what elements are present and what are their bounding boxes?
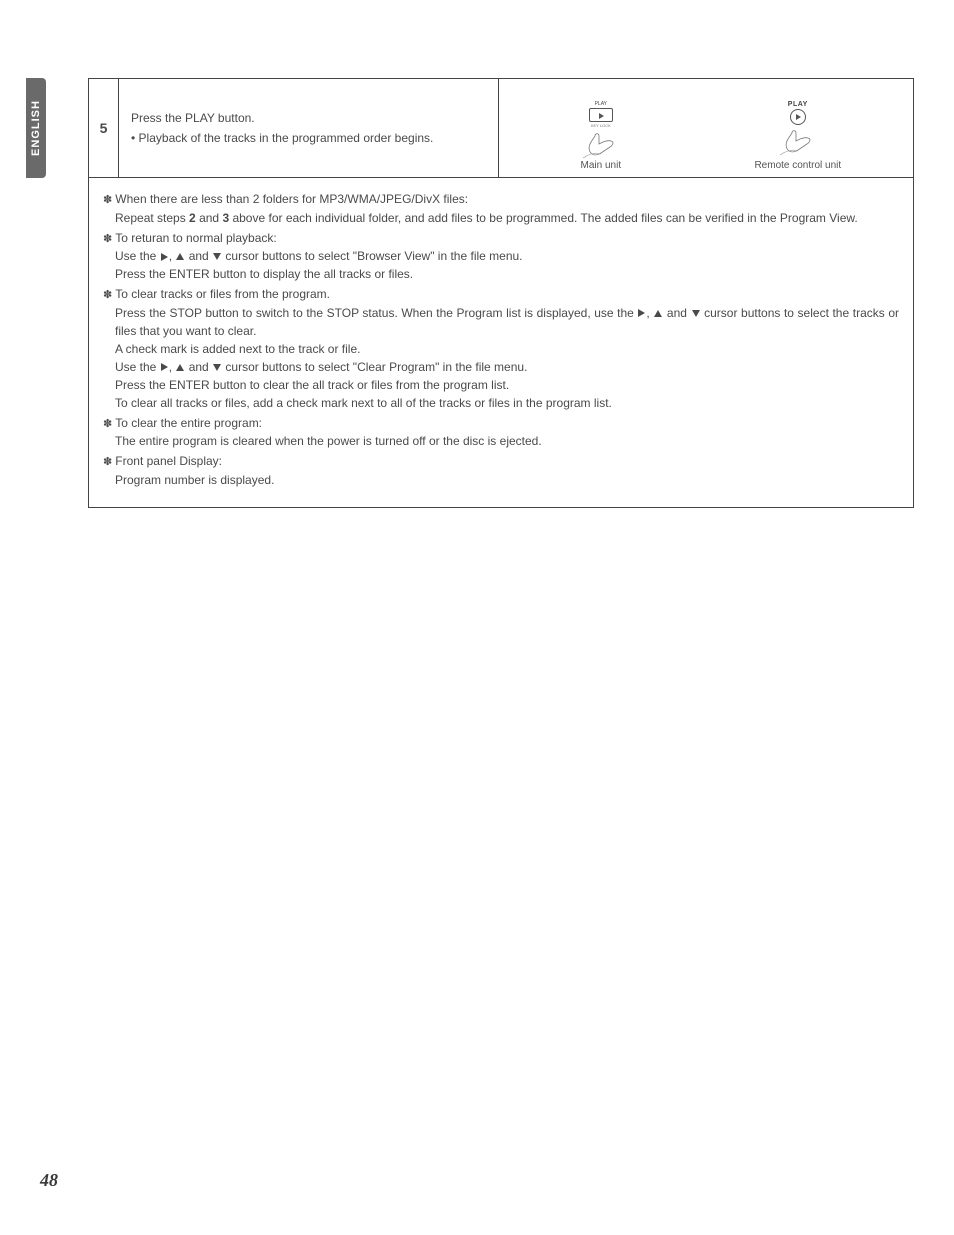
bold-step-ref: 2 xyxy=(189,211,196,225)
step-illustration-cell: PLAY KEY LOCK Main unit xyxy=(499,79,913,177)
play-button-remote-icon: PLAY xyxy=(768,101,828,156)
text: Use the xyxy=(115,360,160,374)
page-number: 48 xyxy=(40,1170,58,1191)
note-4-title: To clear the entire program: xyxy=(103,416,262,430)
arrow-right-icon xyxy=(638,309,645,317)
note-2-body: Use the , and cursor buttons to select "… xyxy=(103,247,899,283)
text: above for each individual folder, and ad… xyxy=(229,211,858,225)
language-tab: ENGLISH xyxy=(26,78,46,178)
remote-caption: Remote control unit xyxy=(754,160,841,171)
arrow-down-icon xyxy=(692,310,700,317)
note-5: Front panel Display: Program number is d… xyxy=(103,452,899,489)
text: Press the ENTER button to display the al… xyxy=(115,267,413,281)
arrow-down-icon xyxy=(213,364,221,371)
arrow-up-icon xyxy=(654,310,662,317)
note-3-body: Press the STOP button to switch to the S… xyxy=(103,304,899,412)
text: A check mark is added next to the track … xyxy=(115,342,360,356)
text: Press the STOP button to switch to the S… xyxy=(115,306,637,320)
note-3: To clear tracks or files from the progra… xyxy=(103,285,899,412)
text: cursor buttons to select "Clear Program"… xyxy=(222,360,527,374)
play-label-small: PLAY xyxy=(571,101,631,107)
note-4-body: The entire program is cleared when the p… xyxy=(103,432,899,450)
remote-illustration: PLAY Remote control unit xyxy=(754,101,841,171)
text: and xyxy=(185,360,212,374)
arrow-up-icon xyxy=(176,364,184,371)
text: , xyxy=(646,306,653,320)
text: Program number is displayed. xyxy=(115,473,274,487)
main-unit-illustration: PLAY KEY LOCK Main unit xyxy=(571,101,631,171)
arrow-down-icon xyxy=(213,253,221,260)
circle-button-icon xyxy=(790,109,806,125)
step-description-cell: Press the PLAY button. Playback of the t… xyxy=(119,79,499,177)
text: , xyxy=(169,249,176,263)
note-5-body: Program number is displayed. xyxy=(103,471,899,489)
notes-section: When there are less than 2 folders for M… xyxy=(89,178,913,507)
play-label-bold: PLAY xyxy=(768,101,828,108)
note-1-title: When there are less than 2 folders for M… xyxy=(103,192,468,206)
note-2-title: To returan to normal playback: xyxy=(103,231,277,245)
text: Press the ENTER button to clear the all … xyxy=(115,378,509,392)
hand-icon xyxy=(581,130,621,162)
note-2: To returan to normal playback: Use the ,… xyxy=(103,229,899,284)
step-text-line: Press the PLAY button. xyxy=(131,109,486,127)
step-bullet-line: Playback of the tracks in the programmed… xyxy=(131,129,486,147)
note-1-body: Repeat steps 2 and 3 above for each indi… xyxy=(103,209,899,227)
step-number: 5 xyxy=(100,120,108,136)
arrow-right-icon xyxy=(161,363,168,371)
rect-button-icon xyxy=(589,108,613,122)
note-5-title: Front panel Display: xyxy=(103,454,222,468)
key-lock-label: KEY LOCK xyxy=(571,123,631,128)
content-box: 5 Press the PLAY button. Playback of the… xyxy=(88,78,914,508)
text: The entire program is cleared when the p… xyxy=(115,434,542,448)
step-number-cell: 5 xyxy=(89,79,119,177)
text: , xyxy=(169,360,176,374)
arrow-right-icon xyxy=(161,253,168,261)
note-4: To clear the entire program: The entire … xyxy=(103,414,899,451)
text: and xyxy=(196,211,223,225)
arrow-up-icon xyxy=(176,253,184,260)
text: To clear all tracks or files, add a chec… xyxy=(115,396,612,410)
text: Use the xyxy=(115,249,160,263)
text: cursor buttons to select "Browser View" … xyxy=(222,249,522,263)
step-row: 5 Press the PLAY button. Playback of the… xyxy=(89,79,913,178)
hand-icon xyxy=(778,127,818,159)
text: and xyxy=(663,306,690,320)
text: and xyxy=(185,249,212,263)
note-1: When there are less than 2 folders for M… xyxy=(103,190,899,227)
play-button-main-icon: PLAY KEY LOCK xyxy=(571,101,631,156)
language-tab-label: ENGLISH xyxy=(30,100,42,156)
note-3-title: To clear tracks or files from the progra… xyxy=(103,287,330,301)
text: Repeat steps xyxy=(115,211,189,225)
manual-page: ENGLISH 5 Press the PLAY button. Playbac… xyxy=(0,0,954,1235)
